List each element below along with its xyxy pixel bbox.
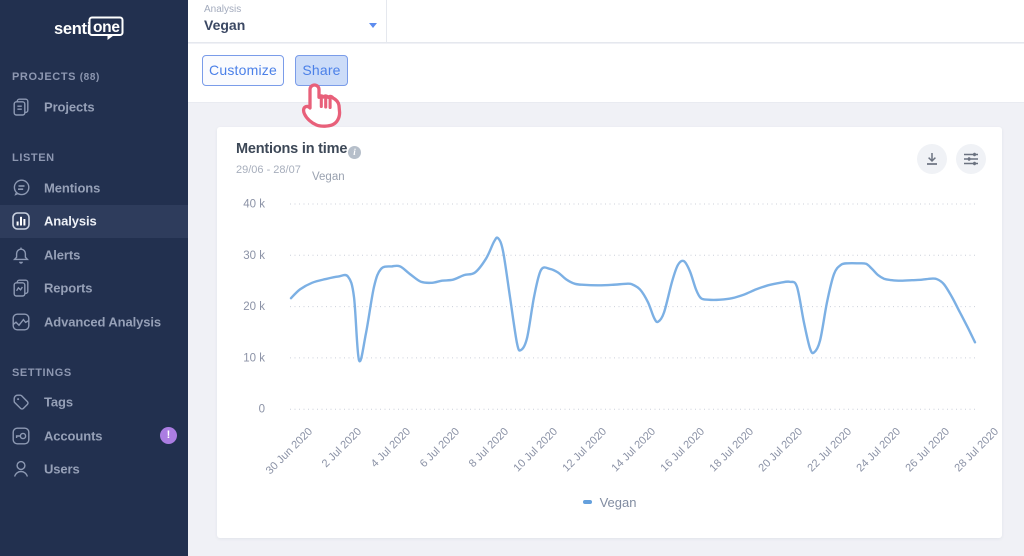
svg-text:12 Jul 2020: 12 Jul 2020 [560, 426, 609, 475]
svg-text:30 k: 30 k [243, 250, 265, 262]
svg-text:4 Jul 2020: 4 Jul 2020 [369, 426, 413, 470]
svg-text:one: one [93, 19, 120, 36]
svg-text:10 Jul 2020: 10 Jul 2020 [511, 426, 560, 475]
svg-text:26 Jul 2020: 26 Jul 2020 [903, 426, 952, 475]
svg-text:20 Jul 2020: 20 Jul 2020 [756, 426, 805, 475]
svg-text:20 k: 20 k [243, 301, 265, 313]
svg-text:22 Jul 2020: 22 Jul 2020 [805, 426, 854, 475]
svg-text:28 Jul 2020: 28 Jul 2020 [952, 426, 1001, 475]
svg-text:6 Jul 2020: 6 Jul 2020 [418, 426, 462, 470]
svg-text:senti: senti [54, 20, 91, 38]
svg-text:0: 0 [259, 404, 265, 416]
svg-text:40 k: 40 k [243, 199, 265, 211]
svg-text:8 Jul 2020: 8 Jul 2020 [467, 426, 511, 470]
svg-text:16 Jul 2020: 16 Jul 2020 [658, 426, 707, 475]
svg-text:30 Jun 2020: 30 Jun 2020 [264, 426, 315, 477]
svg-text:24 Jul 2020: 24 Jul 2020 [854, 426, 903, 475]
svg-text:2 Jul 2020: 2 Jul 2020 [320, 426, 364, 470]
svg-text:10 k: 10 k [243, 352, 265, 364]
svg-text:14 Jul 2020: 14 Jul 2020 [609, 426, 658, 475]
svg-text:18 Jul 2020: 18 Jul 2020 [707, 426, 756, 475]
